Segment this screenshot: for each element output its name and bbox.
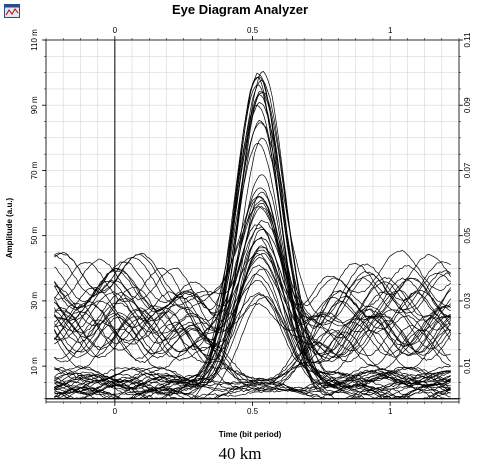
app-icon	[4, 4, 20, 18]
y-right-tick-label: 0.11	[463, 32, 472, 48]
eye-trace	[54, 370, 451, 400]
x-top-tick-label: 0	[113, 26, 118, 35]
x-tick-label: 0.5	[247, 407, 259, 416]
y-right-tick-label: 0.01	[463, 358, 472, 374]
axes	[42, 36, 463, 406]
eye-trace	[54, 72, 451, 344]
y-tick-label: 110 m	[30, 29, 39, 51]
eye-trace	[54, 368, 451, 391]
eye-trace	[54, 220, 451, 399]
eye-trace	[54, 187, 452, 352]
y-tick-label: 10 m	[30, 357, 39, 375]
eye-trace	[54, 84, 451, 396]
eye-trace	[54, 102, 451, 351]
eye-trace	[53, 226, 451, 321]
y-right-tick-label: 0.09	[463, 97, 472, 113]
window-title: Eye Diagram Analyzer	[171, 2, 309, 17]
x-tick-label: 0	[113, 407, 118, 416]
eye-trace	[54, 247, 451, 391]
eye-trace	[54, 367, 451, 394]
eye-trace	[54, 94, 451, 360]
y-tick-label: 30 m	[30, 292, 39, 310]
y-right-tick-label: 0.03	[463, 293, 472, 309]
eye-trace	[54, 143, 451, 395]
eye-trace	[54, 277, 451, 392]
eye-trace	[54, 223, 451, 354]
y-axis-label: Amplitude (a.u.)	[5, 197, 14, 258]
eye-trace	[54, 311, 452, 386]
eye-trace	[54, 261, 451, 386]
eye-trace	[54, 196, 452, 333]
eye-trace	[53, 245, 451, 354]
eye-trace	[54, 380, 451, 400]
eye-trace	[53, 268, 451, 359]
eye-trace	[53, 281, 451, 381]
y-right-tick-label: 0.07	[463, 162, 472, 178]
eye-trace	[54, 379, 451, 400]
eye-trace	[54, 273, 452, 364]
eye-trace	[54, 287, 451, 367]
eye-trace	[54, 281, 451, 333]
eye-trace	[54, 368, 451, 399]
figure-caption: 40 km	[218, 444, 262, 463]
x-tick-label: 1	[388, 407, 393, 416]
eye-trace	[54, 205, 451, 352]
y-tick-label: 90 m	[30, 96, 39, 114]
eye-trace	[54, 252, 451, 357]
x-axis-label: Time (bit period)	[219, 430, 282, 439]
y-right-tick-label: 0.05	[463, 227, 472, 243]
y-tick-label: 70 m	[30, 161, 39, 179]
y-tick-label: 50 m	[30, 226, 39, 244]
eye-trace	[54, 258, 451, 356]
eye-trace	[54, 202, 451, 324]
eye-trace	[54, 119, 451, 371]
eye-traces	[53, 71, 452, 400]
x-top-tick-label: 0.5	[247, 26, 259, 35]
eye-trace	[54, 303, 451, 380]
eye-trace	[54, 380, 451, 400]
x-top-tick-label: 1	[388, 26, 393, 35]
